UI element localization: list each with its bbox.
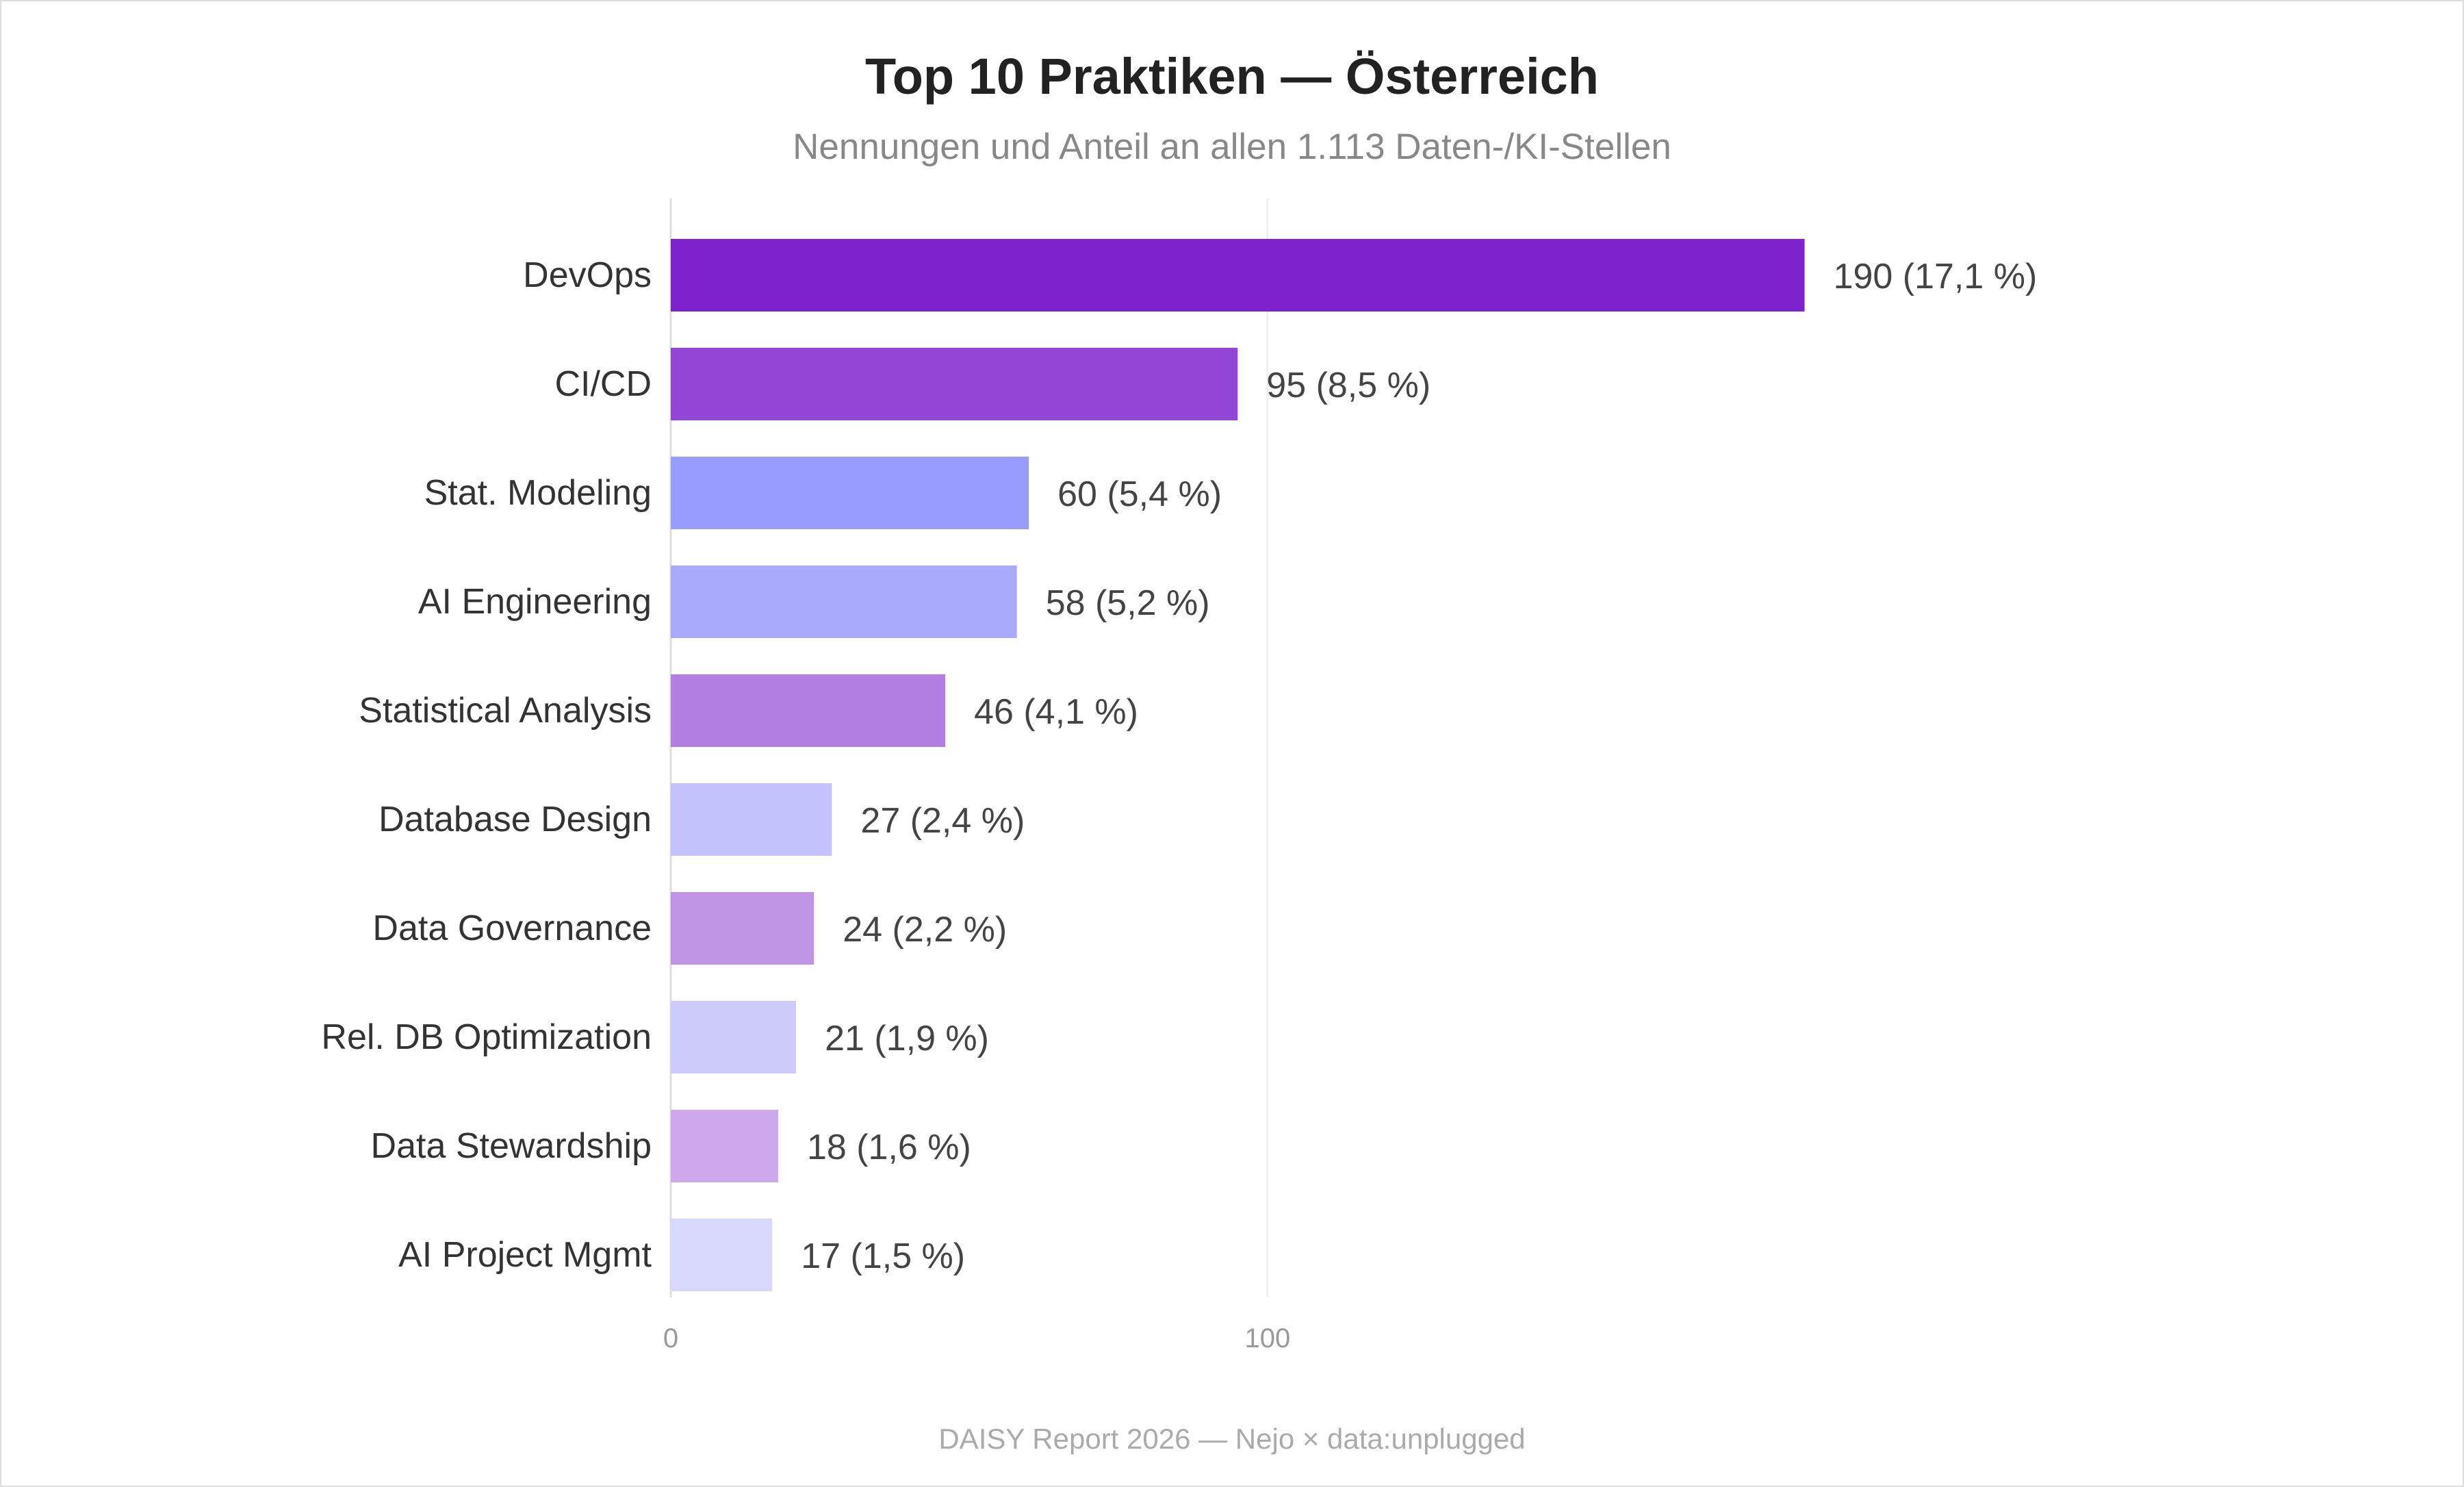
bar [671, 1110, 778, 1182]
category-label: AI Engineering [418, 582, 652, 622]
bar [671, 239, 1805, 312]
value-label: 58 (5,2 %) [1046, 583, 1210, 623]
value-label: 17 (1,5 %) [801, 1236, 965, 1276]
category-label: Stat. Modeling [424, 473, 652, 513]
value-label: 24 (2,2 %) [843, 910, 1007, 950]
bar [671, 1219, 773, 1291]
footer-note: DAISY Report 2026 — Nejo × data:unplugge… [938, 1423, 1526, 1455]
x-axis-ticks: 0 100 [663, 1323, 1290, 1353]
value-label: 95 (8,5 %) [1266, 366, 1430, 405]
category-label: Statistical Analysis [359, 691, 652, 730]
category-label: CI/CD [554, 364, 652, 404]
value-label: 27 (2,4 %) [860, 801, 1025, 841]
bar [671, 457, 1029, 529]
value-label: 18 (1,6 %) [807, 1128, 971, 1167]
bar [671, 1001, 797, 1073]
bar-layer [671, 239, 1805, 1291]
bar [671, 892, 814, 965]
value-label: 21 (1,9 %) [825, 1019, 989, 1058]
x-tick-label: 0 [663, 1323, 678, 1353]
bar [671, 348, 1238, 420]
x-tick-label: 100 [1245, 1323, 1291, 1353]
value-label: 46 (4,1 %) [974, 692, 1138, 732]
bar [671, 565, 1017, 638]
bar [671, 783, 832, 856]
category-label: AI Project Mgmt [398, 1235, 652, 1275]
category-label: Data Governance [372, 908, 652, 948]
value-label: 190 (17,1 %) [1834, 257, 2038, 296]
category-label: Data Stewardship [371, 1126, 652, 1166]
category-label: Rel. DB Optimization [321, 1017, 652, 1057]
value-label: 60 (5,4 %) [1057, 474, 1222, 514]
chart-subtitle: Nennungen und Anteil an allen 1.113 Date… [793, 127, 1671, 167]
category-label: DevOps [523, 255, 652, 295]
category-label: Database Design [378, 800, 652, 839]
bar [671, 674, 946, 747]
chart-title: Top 10 Praktiken — Österreich [864, 48, 1600, 105]
label-layer: DevOps 190 (17,1 %) CI/CD 95 (8,5 %) Stat. M… [321, 255, 2037, 1276]
